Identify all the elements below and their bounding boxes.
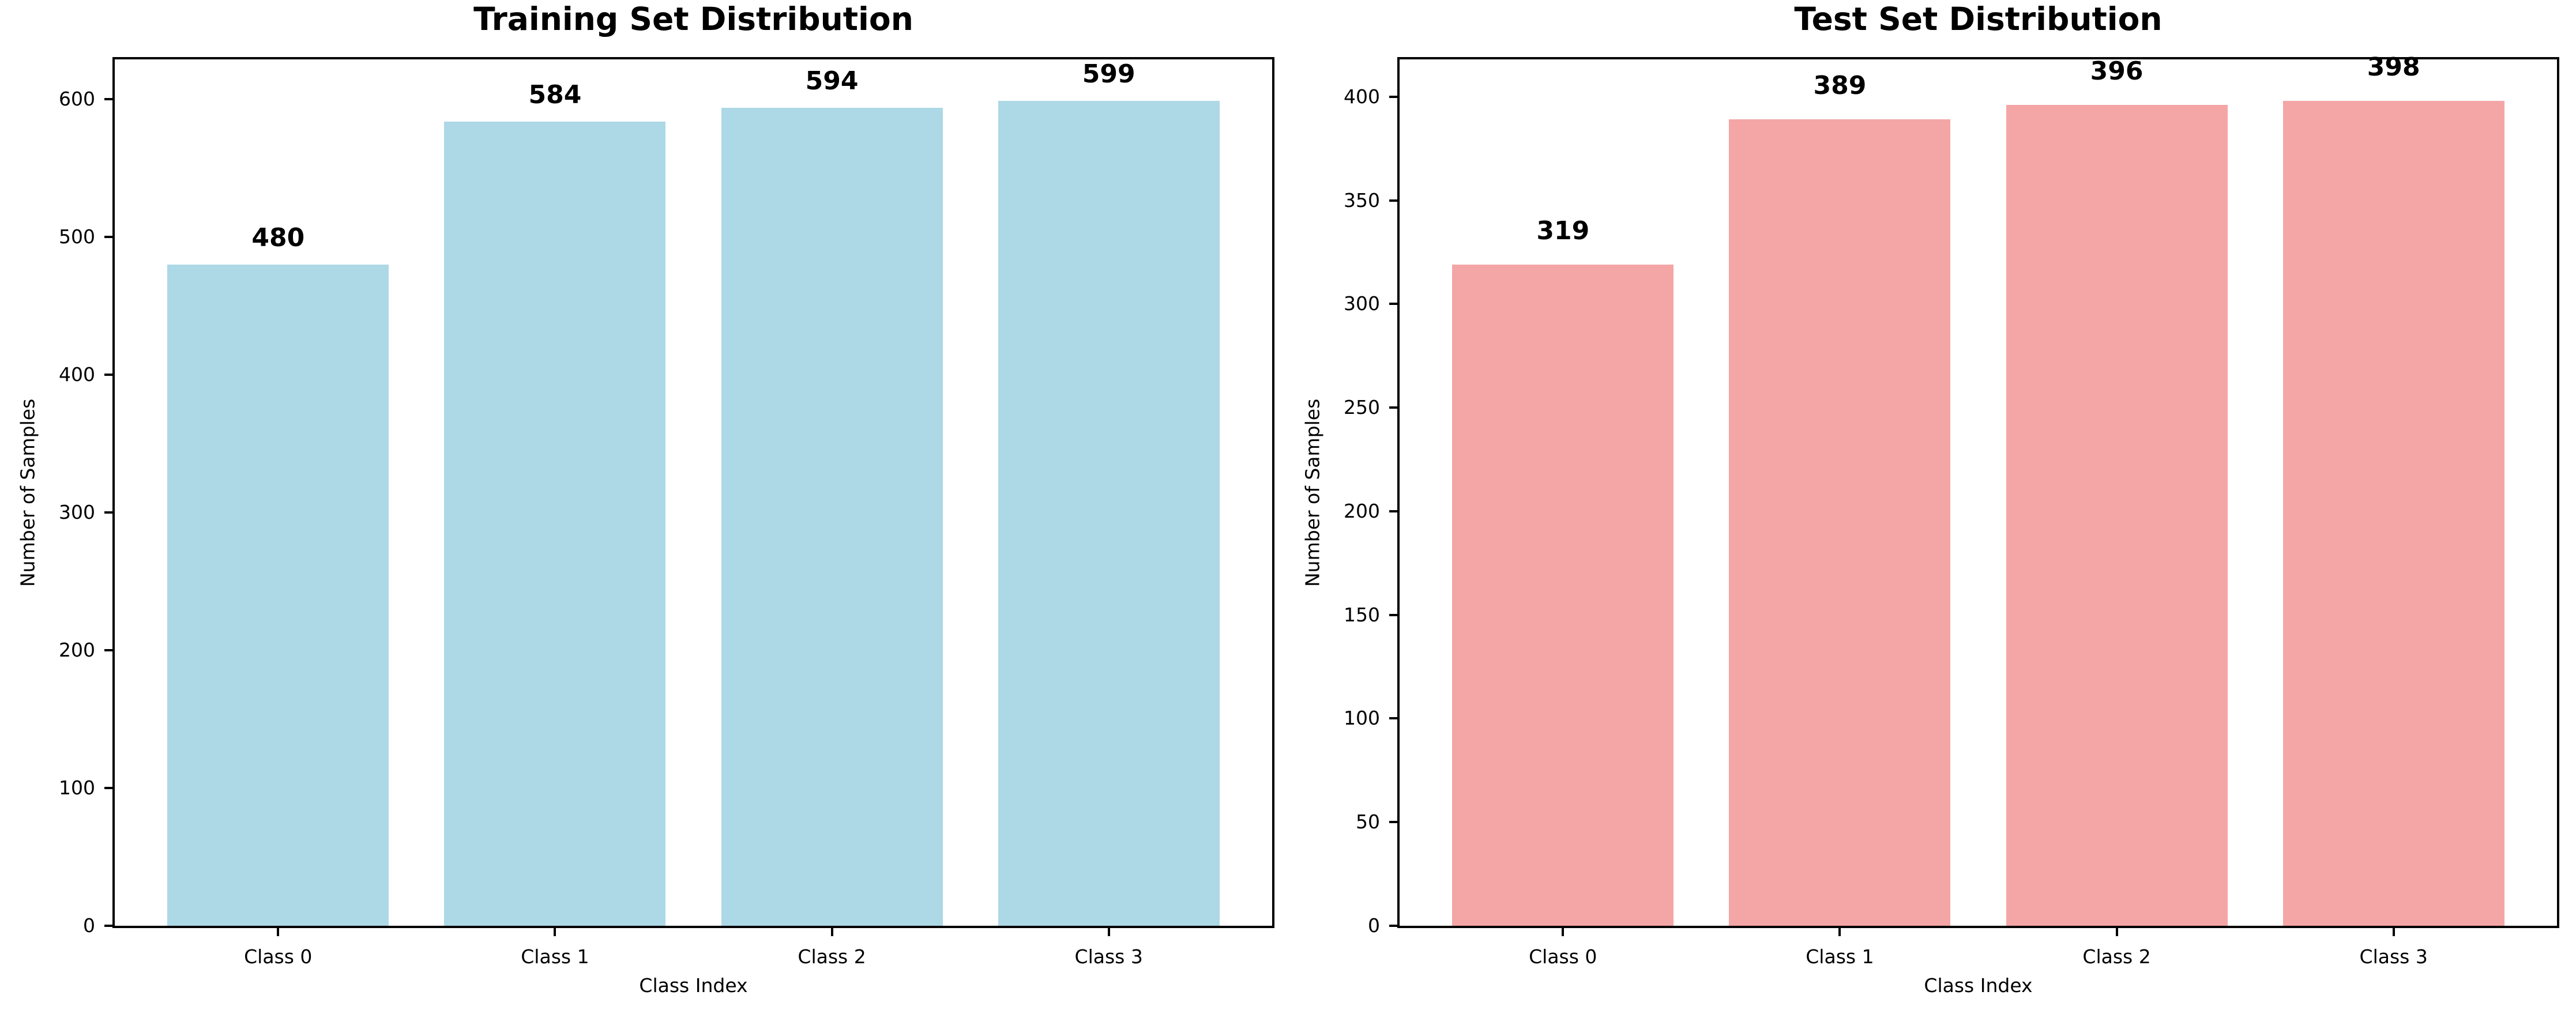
y-tick-mark bbox=[104, 925, 112, 927]
bar-class-1 bbox=[1729, 119, 1951, 926]
y-tick-label: 200 bbox=[1344, 499, 1380, 522]
bar-class-0 bbox=[167, 265, 389, 926]
x-tick-mark bbox=[830, 928, 833, 936]
x-tick-mark bbox=[1107, 928, 1110, 936]
x-tick-label: Class 0 bbox=[1529, 945, 1597, 968]
y-tick-mark bbox=[104, 374, 112, 376]
bar-value-label: 398 bbox=[2367, 52, 2420, 82]
y-tick-label: 100 bbox=[59, 776, 95, 800]
x-axis-label: Class Index bbox=[1924, 974, 2033, 997]
x-tick-mark bbox=[2392, 928, 2395, 936]
x-tick-label: Class 3 bbox=[2359, 945, 2428, 968]
y-tick-label: 300 bbox=[1344, 292, 1380, 315]
y-tick-mark bbox=[104, 236, 112, 239]
y-tick-mark bbox=[1389, 303, 1397, 306]
training-set-chart: Training Set Distribution Number of Samp… bbox=[17, 0, 1274, 1018]
bar-value-label: 584 bbox=[528, 80, 582, 110]
bar-class-1 bbox=[444, 121, 666, 926]
x-tick-mark bbox=[1562, 928, 1565, 936]
bar-value-label: 396 bbox=[2090, 56, 2143, 86]
bar-value-label: 389 bbox=[1813, 71, 1867, 101]
y-tick-label: 0 bbox=[83, 914, 95, 937]
bar-class-3 bbox=[2282, 100, 2504, 926]
bar-value-label: 319 bbox=[1536, 216, 1590, 246]
y-tick-mark bbox=[104, 98, 112, 101]
x-tick-label: Class 0 bbox=[244, 945, 313, 968]
y-tick-label: 250 bbox=[1344, 396, 1380, 419]
y-tick-label: 200 bbox=[59, 639, 95, 662]
y-tick-mark bbox=[1389, 199, 1397, 202]
axes-box: 480 584 594 599 bbox=[112, 57, 1274, 928]
y-tick-label: 600 bbox=[59, 88, 95, 111]
y-tick-label: 350 bbox=[1344, 188, 1380, 212]
y-tick-label: 500 bbox=[59, 225, 95, 248]
plot-area: 319 389 396 398 bbox=[1400, 54, 2557, 926]
x-tick-label: Class 2 bbox=[798, 945, 866, 968]
y-tick-label: 400 bbox=[59, 363, 95, 386]
y-tick-mark bbox=[104, 649, 112, 652]
bar-value-label: 480 bbox=[251, 223, 305, 253]
y-tick-label: 0 bbox=[1368, 914, 1380, 937]
y-tick-mark bbox=[1389, 510, 1397, 512]
bar-class-3 bbox=[998, 100, 1220, 926]
y-tick-label: 150 bbox=[1344, 603, 1380, 626]
y-tick-label: 100 bbox=[1344, 707, 1380, 730]
y-tick-mark bbox=[1389, 406, 1397, 409]
y-tick-mark bbox=[104, 787, 112, 790]
chart-title: Training Set Distribution bbox=[473, 1, 913, 37]
x-tick-mark bbox=[1838, 928, 1841, 936]
bar-class-2 bbox=[721, 107, 943, 926]
x-tick-label: Class 2 bbox=[2082, 945, 2151, 968]
test-set-chart: Test Set Distribution Number of Samples … bbox=[1302, 0, 2559, 1018]
x-tick-label: Class 3 bbox=[1074, 945, 1143, 968]
bar-class-2 bbox=[2006, 105, 2228, 926]
x-tick-label: Class 1 bbox=[1806, 945, 1874, 968]
y-tick-label: 300 bbox=[59, 501, 95, 524]
y-tick-mark bbox=[1389, 613, 1397, 616]
y-tick-label: 50 bbox=[1356, 810, 1380, 834]
x-tick-mark bbox=[554, 928, 556, 936]
plot-area: 480 584 594 599 bbox=[115, 59, 1272, 926]
y-tick-mark bbox=[1389, 717, 1397, 720]
x-tick-mark bbox=[277, 928, 280, 936]
bar-class-0 bbox=[1452, 264, 1674, 926]
y-tick-mark bbox=[1389, 925, 1397, 927]
x-tick-mark bbox=[2115, 928, 2118, 936]
y-tick-mark bbox=[1389, 821, 1397, 824]
bar-value-label: 599 bbox=[1082, 59, 1135, 89]
axes-box: 319 389 396 398 bbox=[1397, 54, 2559, 928]
x-tick-label: Class 1 bbox=[521, 945, 589, 968]
bar-value-label: 594 bbox=[805, 66, 859, 96]
chart-title: Test Set Distribution bbox=[1794, 1, 2163, 37]
y-tick-mark bbox=[104, 511, 112, 514]
y-tick-label: 400 bbox=[1344, 85, 1380, 108]
x-axis-label: Class Index bbox=[639, 974, 748, 997]
y-tick-mark bbox=[1389, 95, 1397, 98]
y-axis-label: Number of Samples bbox=[1301, 398, 1324, 587]
